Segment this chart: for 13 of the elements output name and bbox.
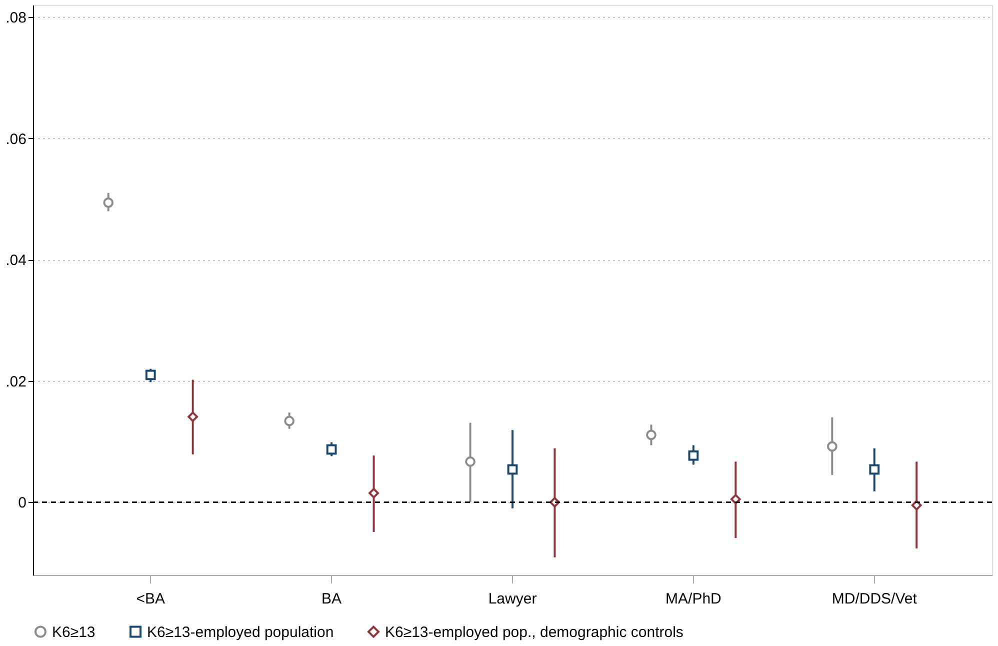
legend-label: K6≥13-employed pop., demographic controls (385, 624, 684, 641)
x-tick-label: BA (322, 590, 342, 608)
y-tick-label: 0 (18, 494, 26, 512)
y-tick-label: .08 (6, 10, 26, 27)
x-tick-label: Lawyer (488, 590, 537, 608)
y-tick-label: .06 (6, 130, 26, 148)
x-tick-label: <BA (136, 590, 166, 608)
x-tick-label: MD/DDS/Vet (832, 590, 918, 608)
y-tick-label: .04 (6, 252, 26, 270)
y-tick-label: .02 (6, 373, 26, 390)
x-tick-label: MA/PhD (666, 590, 722, 608)
legend-label: K6≥13-employed population (147, 624, 334, 641)
legend-label: K6≥13 (52, 624, 96, 641)
